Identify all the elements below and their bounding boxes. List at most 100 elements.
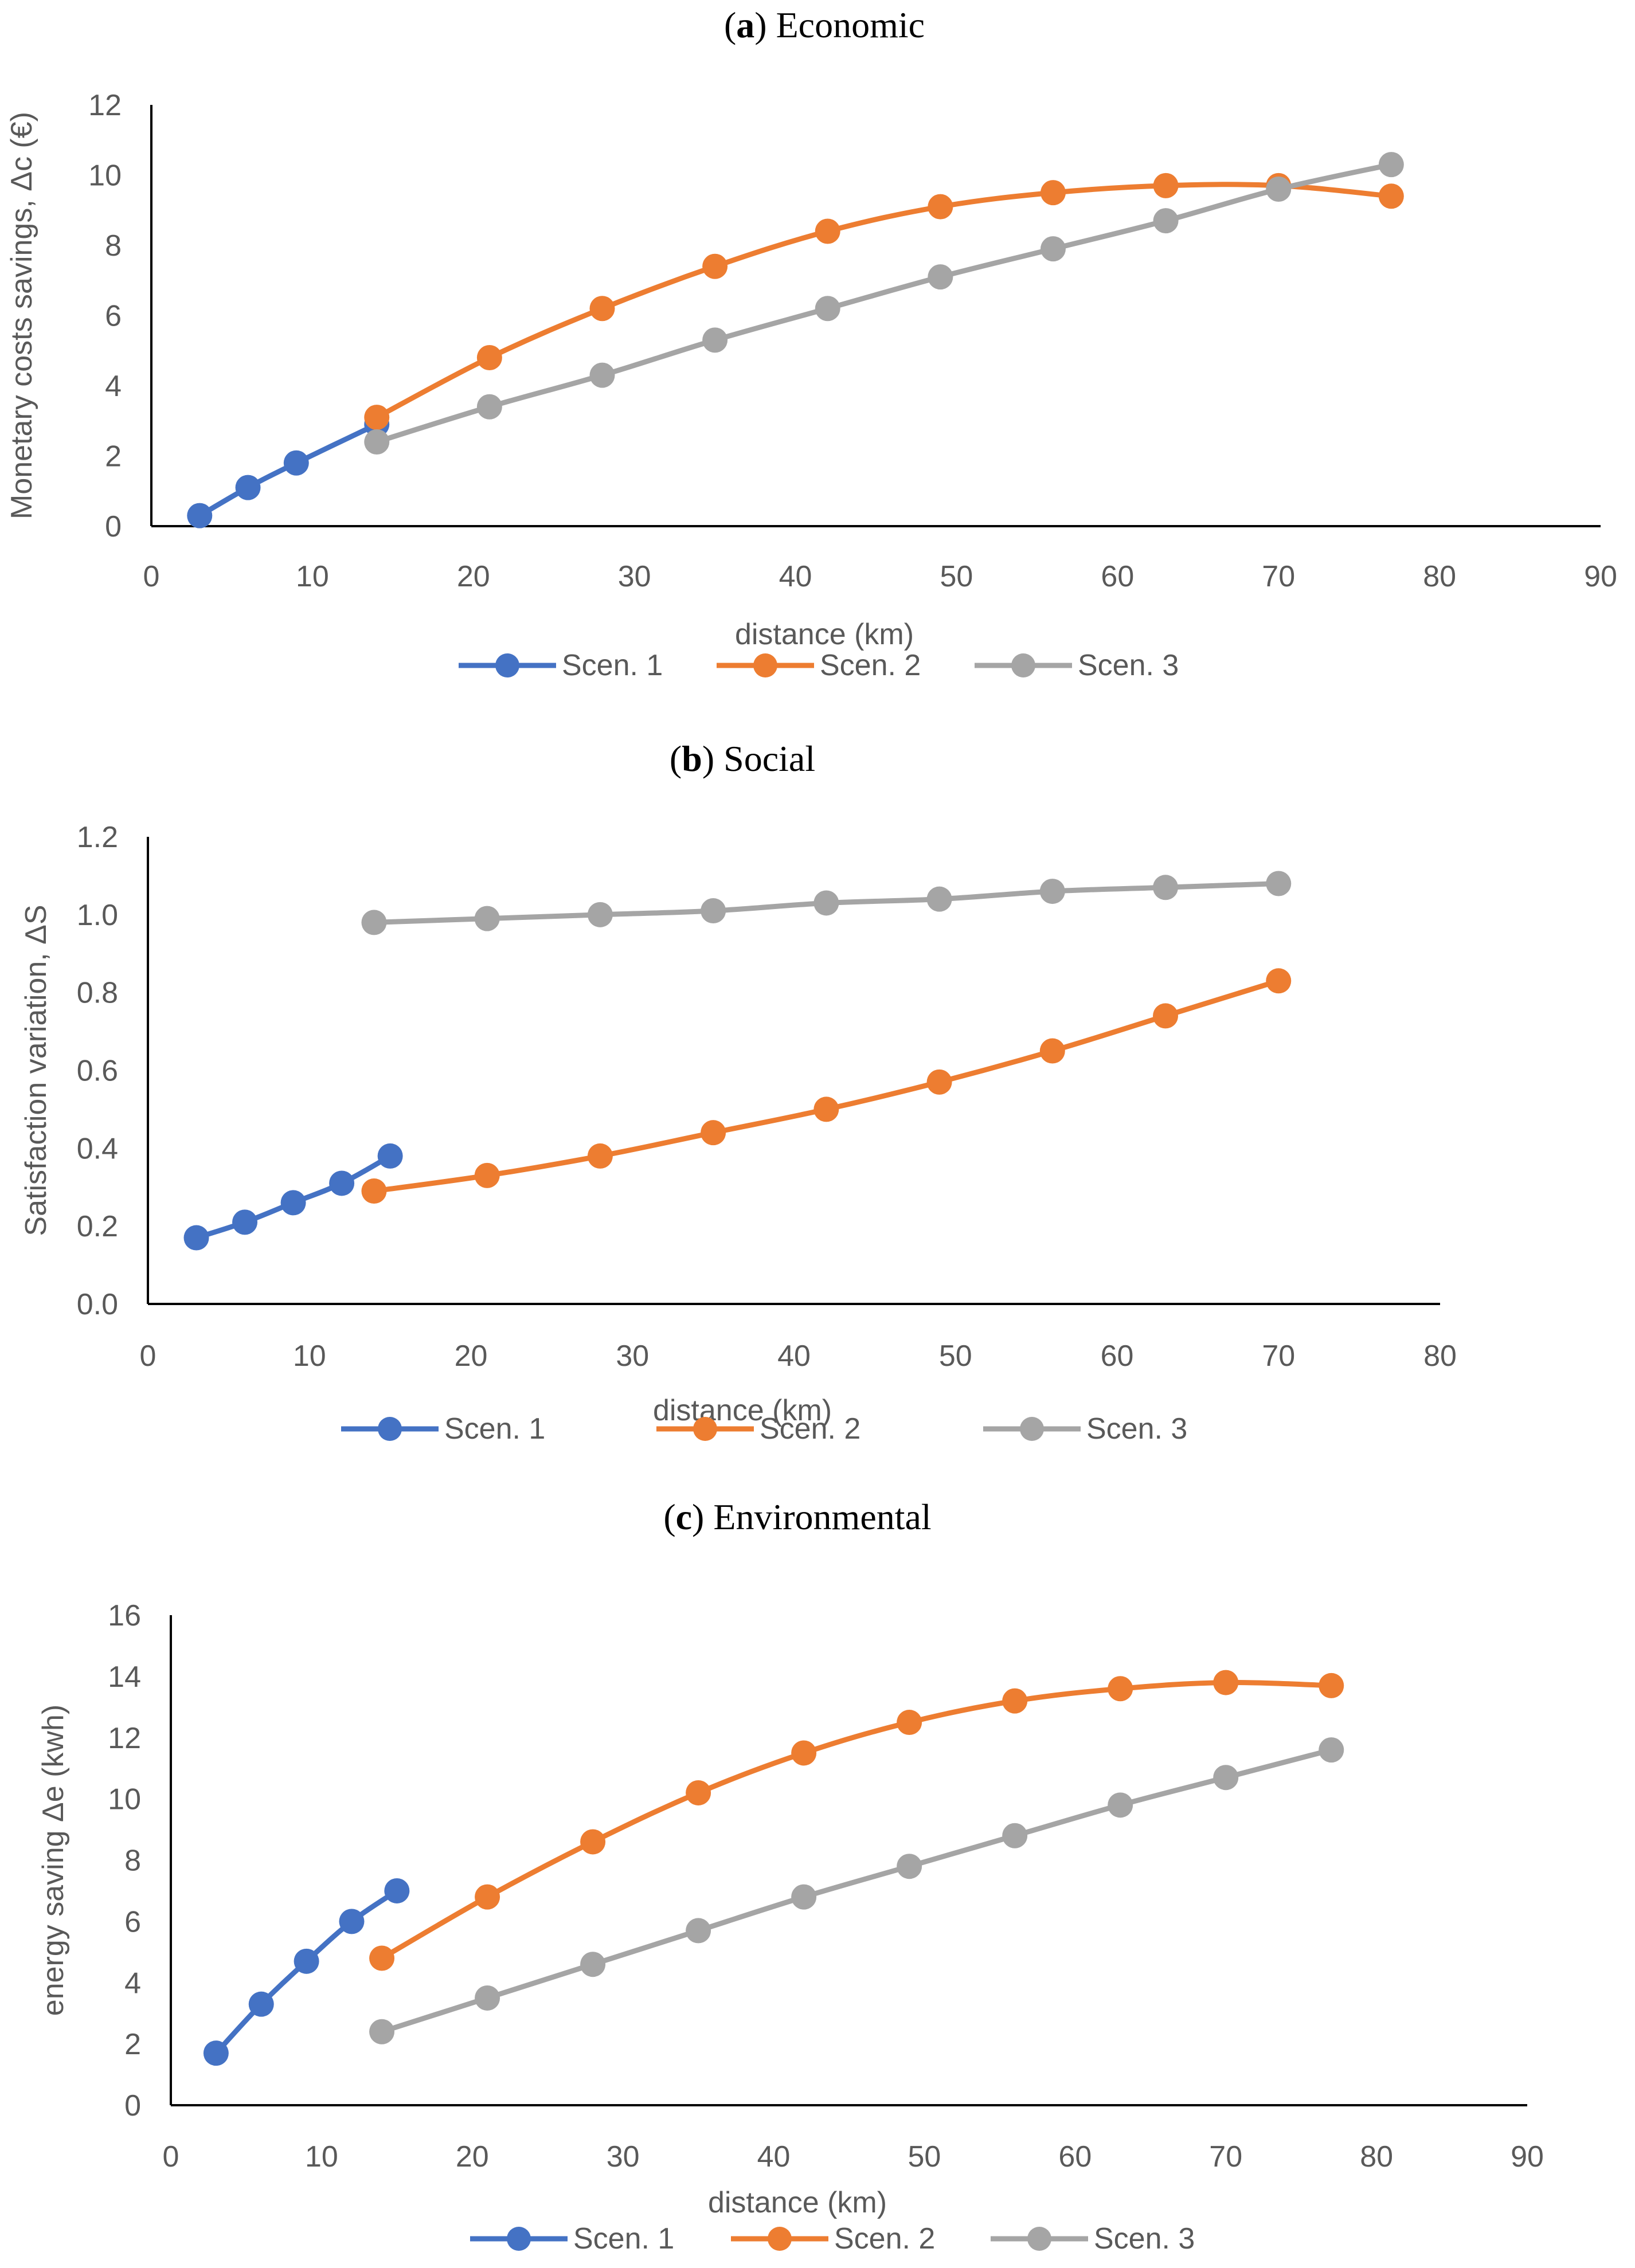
- data-point: [897, 1710, 922, 1736]
- data-point: [248, 1991, 274, 2017]
- data-point: [587, 1143, 613, 1169]
- series-1: [187, 412, 390, 528]
- y-tick-label: 0.4: [77, 1132, 118, 1165]
- data-point: [580, 1829, 606, 1855]
- y-tick-label: 10: [108, 1783, 141, 1816]
- data-point: [476, 345, 502, 370]
- chart-title-text: ) Environmental: [692, 1497, 932, 1537]
- y-tick-label: 6: [105, 300, 122, 333]
- data-point: [926, 886, 952, 912]
- x-tick-label: 40: [757, 2140, 791, 2173]
- legend-swatch-marker: [495, 653, 519, 677]
- chart-title: (a) Economic: [724, 5, 925, 45]
- legend-item: Scen. 1: [470, 2222, 674, 2255]
- x-tick-label: 80: [1423, 1339, 1457, 1373]
- x-tick-label: 50: [940, 560, 973, 593]
- y-tick-label: 6: [124, 1905, 141, 1938]
- data-point: [815, 296, 840, 322]
- data-point: [701, 898, 726, 924]
- x-tick-label: 70: [1209, 2140, 1242, 2173]
- data-point: [232, 1209, 258, 1235]
- x-tick-label: 30: [607, 2140, 640, 2173]
- chart-title: (c) Environmental: [663, 1497, 931, 1537]
- series-line: [374, 182, 1394, 420]
- data-point: [813, 1096, 839, 1122]
- legend-label: Scen. 3: [1094, 2222, 1195, 2255]
- data-point: [364, 405, 390, 430]
- data-point: [686, 1780, 711, 1805]
- x-tick-label: 20: [455, 1339, 488, 1373]
- data-point: [1040, 236, 1066, 262]
- data-point: [1319, 1672, 1344, 1698]
- x-tick-label: 40: [777, 1339, 811, 1373]
- data-point: [791, 1884, 817, 1910]
- data-point: [329, 1170, 355, 1196]
- chart-title: (b) Social: [670, 738, 815, 779]
- legend-item: Scen. 3: [983, 1412, 1187, 1446]
- data-point: [1040, 180, 1066, 206]
- data-point: [702, 253, 728, 279]
- data-point: [928, 264, 953, 290]
- y-tick-label: 14: [108, 1660, 141, 1694]
- data-point: [294, 1948, 319, 1974]
- data-point: [589, 296, 615, 322]
- x-tick-label: 30: [616, 1339, 649, 1373]
- data-point: [364, 429, 390, 455]
- data-point: [813, 890, 839, 916]
- y-tick-label: 8: [105, 229, 122, 263]
- data-point: [474, 1162, 500, 1188]
- series-line: [197, 421, 380, 519]
- legend-label: Scen. 2: [834, 2222, 935, 2255]
- legend-item: Scen. 2: [731, 2222, 935, 2255]
- y-tick-label: 0: [124, 2089, 141, 2122]
- data-point: [1213, 1765, 1239, 1791]
- series-line: [379, 1679, 1334, 1961]
- data-point: [1378, 183, 1404, 209]
- data-point: [475, 1884, 500, 1910]
- data-point: [1002, 1688, 1028, 1714]
- series-1: [203, 1878, 410, 2066]
- legend-label: Scen. 2: [760, 1412, 860, 1446]
- data-point: [1153, 875, 1179, 900]
- data-point: [1039, 1038, 1065, 1064]
- legend: Scen. 1 Scen. 2 Scen. 3: [470, 2222, 1195, 2255]
- y-tick-label: 0.6: [77, 1055, 118, 1088]
- data-point: [1108, 1676, 1133, 1702]
- data-point: [928, 194, 953, 220]
- legend-item: Scen. 2: [656, 1412, 860, 1446]
- y-tick-label: 2: [105, 440, 122, 473]
- legend-label: Scen. 2: [820, 649, 921, 682]
- data-point: [475, 1985, 500, 2011]
- x-tick-label: 10: [305, 2140, 338, 2173]
- legend-swatch-marker: [1011, 653, 1035, 677]
- x-tick-label: 80: [1360, 2140, 1393, 2173]
- data-point: [1319, 1737, 1344, 1763]
- x-axis-label: distance (km): [653, 1394, 832, 1427]
- data-point: [897, 1854, 922, 1879]
- x-tick-label: 20: [456, 2140, 489, 2173]
- series-line: [371, 978, 1281, 1194]
- data-point: [369, 1945, 395, 1971]
- chart-panel-b: (b) Social 0.0 0.2 0.4 0.6 0.8 1.0 1.2 0 10 20 30 40…: [19, 738, 1457, 1446]
- data-point: [183, 1225, 209, 1251]
- chart-title-letter: a: [736, 5, 754, 45]
- legend-label: Scen. 3: [1078, 649, 1179, 682]
- data-point: [1002, 1823, 1028, 1848]
- legend-item: Scen. 1: [459, 649, 663, 682]
- x-tick-label: 60: [1101, 1339, 1134, 1373]
- legend-label: Scen. 1: [444, 1412, 545, 1446]
- data-point: [1378, 152, 1404, 178]
- x-axis-label: distance (km): [708, 2186, 887, 2219]
- data-point: [339, 1909, 365, 1934]
- legend-item: Scen. 3: [975, 649, 1179, 682]
- x-tick-label: 90: [1511, 2140, 1544, 2173]
- data-point: [476, 394, 502, 420]
- data-point: [1266, 871, 1292, 896]
- y-tick-label: 4: [124, 1967, 141, 2000]
- x-axis-label: distance (km): [735, 618, 914, 651]
- y-tick-label: 10: [88, 159, 122, 193]
- series-3: [361, 871, 1292, 935]
- data-point: [1039, 879, 1065, 904]
- series-2: [369, 1670, 1344, 1971]
- data-point: [1153, 208, 1179, 234]
